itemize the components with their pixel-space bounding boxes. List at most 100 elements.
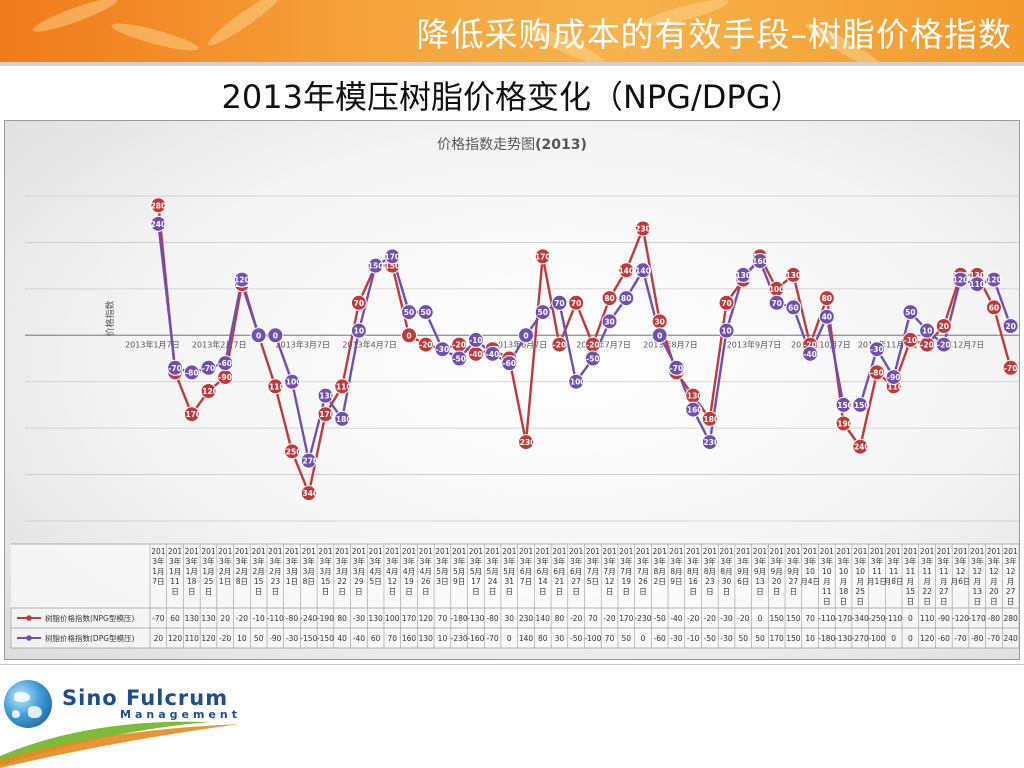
data-point: -40 [484, 345, 501, 362]
table-header-cell: 201 3年 12 月 13 日 [970, 547, 985, 606]
data-marker [735, 266, 752, 283]
table-value-cell: -40 [353, 634, 365, 643]
chart-frame: 2013年1月7日 2013年2月7日 2013年3月7日 2013年4月7日 2013… [4, 120, 1020, 660]
table-header-cell: 201 3年 3月 29 日 [352, 547, 367, 596]
data-label: -50 [452, 355, 466, 364]
data-marker [267, 327, 284, 344]
data-marker [518, 327, 535, 344]
table-value-cell: 80 [538, 634, 548, 643]
data-label: 0 [256, 331, 261, 340]
table-value-cell: -170 [969, 614, 986, 623]
data-label: 120 [986, 276, 1002, 285]
data-marker [852, 438, 869, 455]
table-value-cell: 70 [805, 614, 815, 623]
data-marker [501, 355, 518, 372]
table-value-cell: 30 [505, 614, 515, 623]
data-marker [217, 355, 234, 372]
table-value-cell: -20 [236, 614, 248, 623]
data-marker [868, 364, 885, 381]
data-label: -190 [834, 420, 853, 429]
data-point: -80 [183, 364, 200, 381]
data-point: -30 [434, 341, 451, 358]
table-value-cell: 0 [507, 634, 512, 643]
x-tick-label: 2013年8月7日 [643, 339, 698, 349]
data-point: 60 [985, 299, 1002, 316]
table-value-cell: 110 [920, 614, 935, 623]
table-header-cell: 201 3年 3月 15 日 [318, 547, 333, 596]
table-value-cell: 0 [758, 614, 763, 623]
data-marker [568, 294, 585, 311]
data-point: -70 [167, 359, 184, 376]
table-value-cell: -50 [654, 614, 666, 623]
data-label: 130 [786, 271, 802, 280]
table-header-cell: 201 3年 7月 26 日 [636, 547, 651, 596]
data-marker [718, 294, 735, 311]
data-marker [518, 434, 535, 451]
data-label: -20 [419, 341, 433, 350]
data-label: -70 [1004, 364, 1018, 373]
table-value-cell: -250 [868, 614, 885, 623]
data-point: 120 [233, 271, 250, 288]
data-point: 0 [518, 327, 535, 344]
data-label: 130 [735, 271, 751, 280]
table-header-cell: 201 3年 3月 1日 [285, 547, 300, 586]
data-point: 120 [952, 271, 969, 288]
table-header-cell: 201 3年 3月 22 日 [335, 547, 350, 596]
data-label: -70 [202, 364, 216, 373]
data-label: 30 [604, 317, 614, 326]
data-label: 70 [554, 299, 564, 308]
data-label: 80 [822, 294, 832, 303]
table-header-cell: 201 3年 11 月1日 [867, 547, 887, 586]
data-marker [718, 322, 735, 339]
data-marker [601, 290, 618, 307]
x-tick-label: 2013年11月7日 [858, 339, 918, 349]
data-point: -170 [316, 406, 335, 423]
data-point: 50 [902, 304, 919, 321]
data-label: -170 [316, 410, 335, 419]
data-label: -240 [851, 443, 870, 452]
data-marker [919, 322, 936, 339]
data-point: 150 [367, 257, 384, 274]
table-value-cell: -30 [353, 614, 365, 623]
data-point: 280 [150, 197, 167, 214]
table-value-cell: 0 [908, 634, 913, 643]
table-value-cell: -110 [267, 614, 284, 623]
legend-marker [26, 615, 32, 621]
data-point: 30 [601, 313, 618, 330]
table-header-cell: 201 3年 7月 5日 [586, 547, 601, 586]
data-marker [768, 294, 785, 311]
data-marker [902, 304, 919, 321]
data-point: -10 [467, 331, 484, 348]
table-value-cell: -80 [286, 614, 298, 623]
table-header-cell: 201 3年 8月 2日 [653, 547, 668, 586]
data-marker [551, 336, 568, 353]
data-label: 20 [1005, 322, 1015, 331]
data-label: 150 [384, 262, 400, 271]
data-label: -230 [517, 438, 536, 447]
data-point: 110 [969, 276, 986, 293]
data-marker [434, 341, 451, 358]
slide-subtitle: 2013年模压树脂价格变化（NPG/DPG） [221, 78, 803, 116]
table-value-cell: 120 [419, 614, 434, 623]
data-point: 20 [1002, 318, 1019, 334]
table-value-cell: 0 [891, 634, 896, 643]
table-value-cell: -30 [720, 614, 732, 623]
data-marker [601, 313, 618, 330]
x-tick-label: 2013年9月7日 [727, 339, 782, 349]
data-marker [150, 215, 167, 232]
data-label: 170 [384, 252, 400, 261]
data-point: -110 [266, 378, 285, 395]
data-label: -20 [920, 341, 934, 350]
data-label: -40 [469, 350, 483, 359]
data-point: 70 [350, 294, 367, 311]
table-header-cell: 201 3年 1月 7日 [151, 547, 166, 586]
data-point: -20 [919, 336, 936, 353]
table-header-cell: 201 3年 8月 9日 [669, 547, 684, 586]
table-value-cell: 160 [402, 634, 417, 643]
data-point: -100 [567, 373, 586, 390]
data-point: -80 [868, 364, 885, 381]
data-label: 30 [654, 317, 664, 326]
data-marker [785, 299, 802, 316]
data-label: -10 [469, 336, 483, 345]
table-value-cell: 140 [536, 614, 551, 623]
